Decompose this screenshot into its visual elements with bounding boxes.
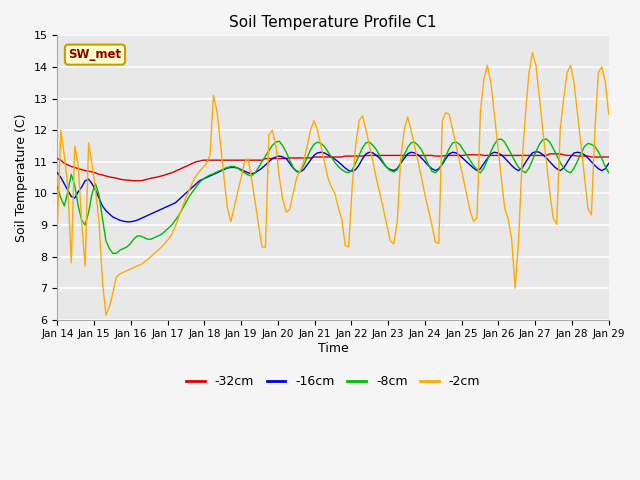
Title: Soil Temperature Profile C1: Soil Temperature Profile C1 (229, 15, 437, 30)
Y-axis label: Soil Temperature (C): Soil Temperature (C) (15, 113, 28, 242)
Text: SW_met: SW_met (68, 48, 122, 61)
Legend: -32cm, -16cm, -8cm, -2cm: -32cm, -16cm, -8cm, -2cm (181, 370, 485, 393)
X-axis label: Time: Time (317, 342, 348, 355)
